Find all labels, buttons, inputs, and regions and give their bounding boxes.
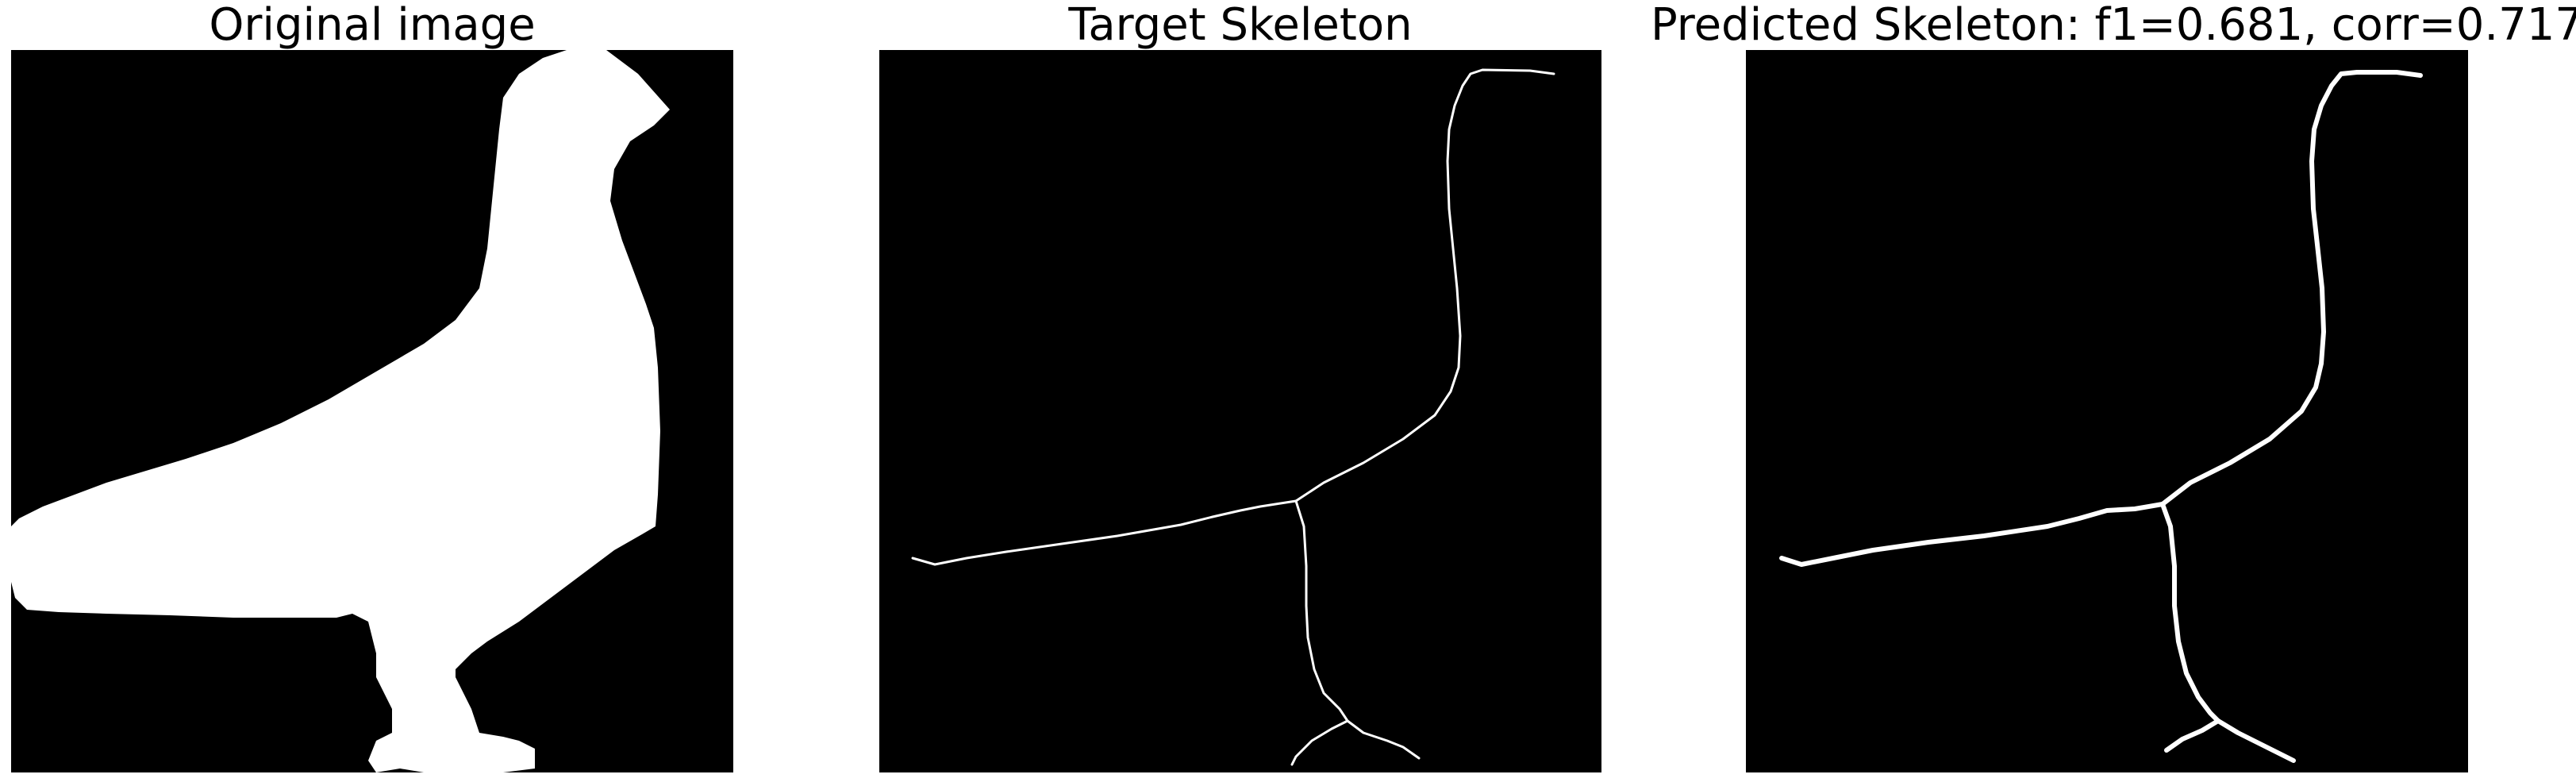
predicted-skeleton-image bbox=[1746, 50, 2468, 772]
panel-target-skeleton: Target Skeleton bbox=[879, 0, 1601, 782]
panel-title-predicted: Predicted Skeleton: f1=0.681, corr=0.717 bbox=[1651, 0, 2576, 51]
panel-title-target: Target Skeleton bbox=[1068, 0, 1413, 51]
predicted-skeleton-lines bbox=[1746, 50, 2468, 772]
target-skeleton-image bbox=[879, 50, 1601, 772]
panel-predicted-skeleton: Predicted Skeleton: f1=0.681, corr=0.717 bbox=[1651, 0, 2576, 782]
pigeon-silhouette bbox=[11, 50, 733, 772]
original-image bbox=[11, 50, 733, 772]
panel-title-original: Original image bbox=[209, 0, 536, 51]
target-skeleton-lines bbox=[879, 50, 1601, 772]
panel-original-image: Original image bbox=[11, 0, 733, 782]
